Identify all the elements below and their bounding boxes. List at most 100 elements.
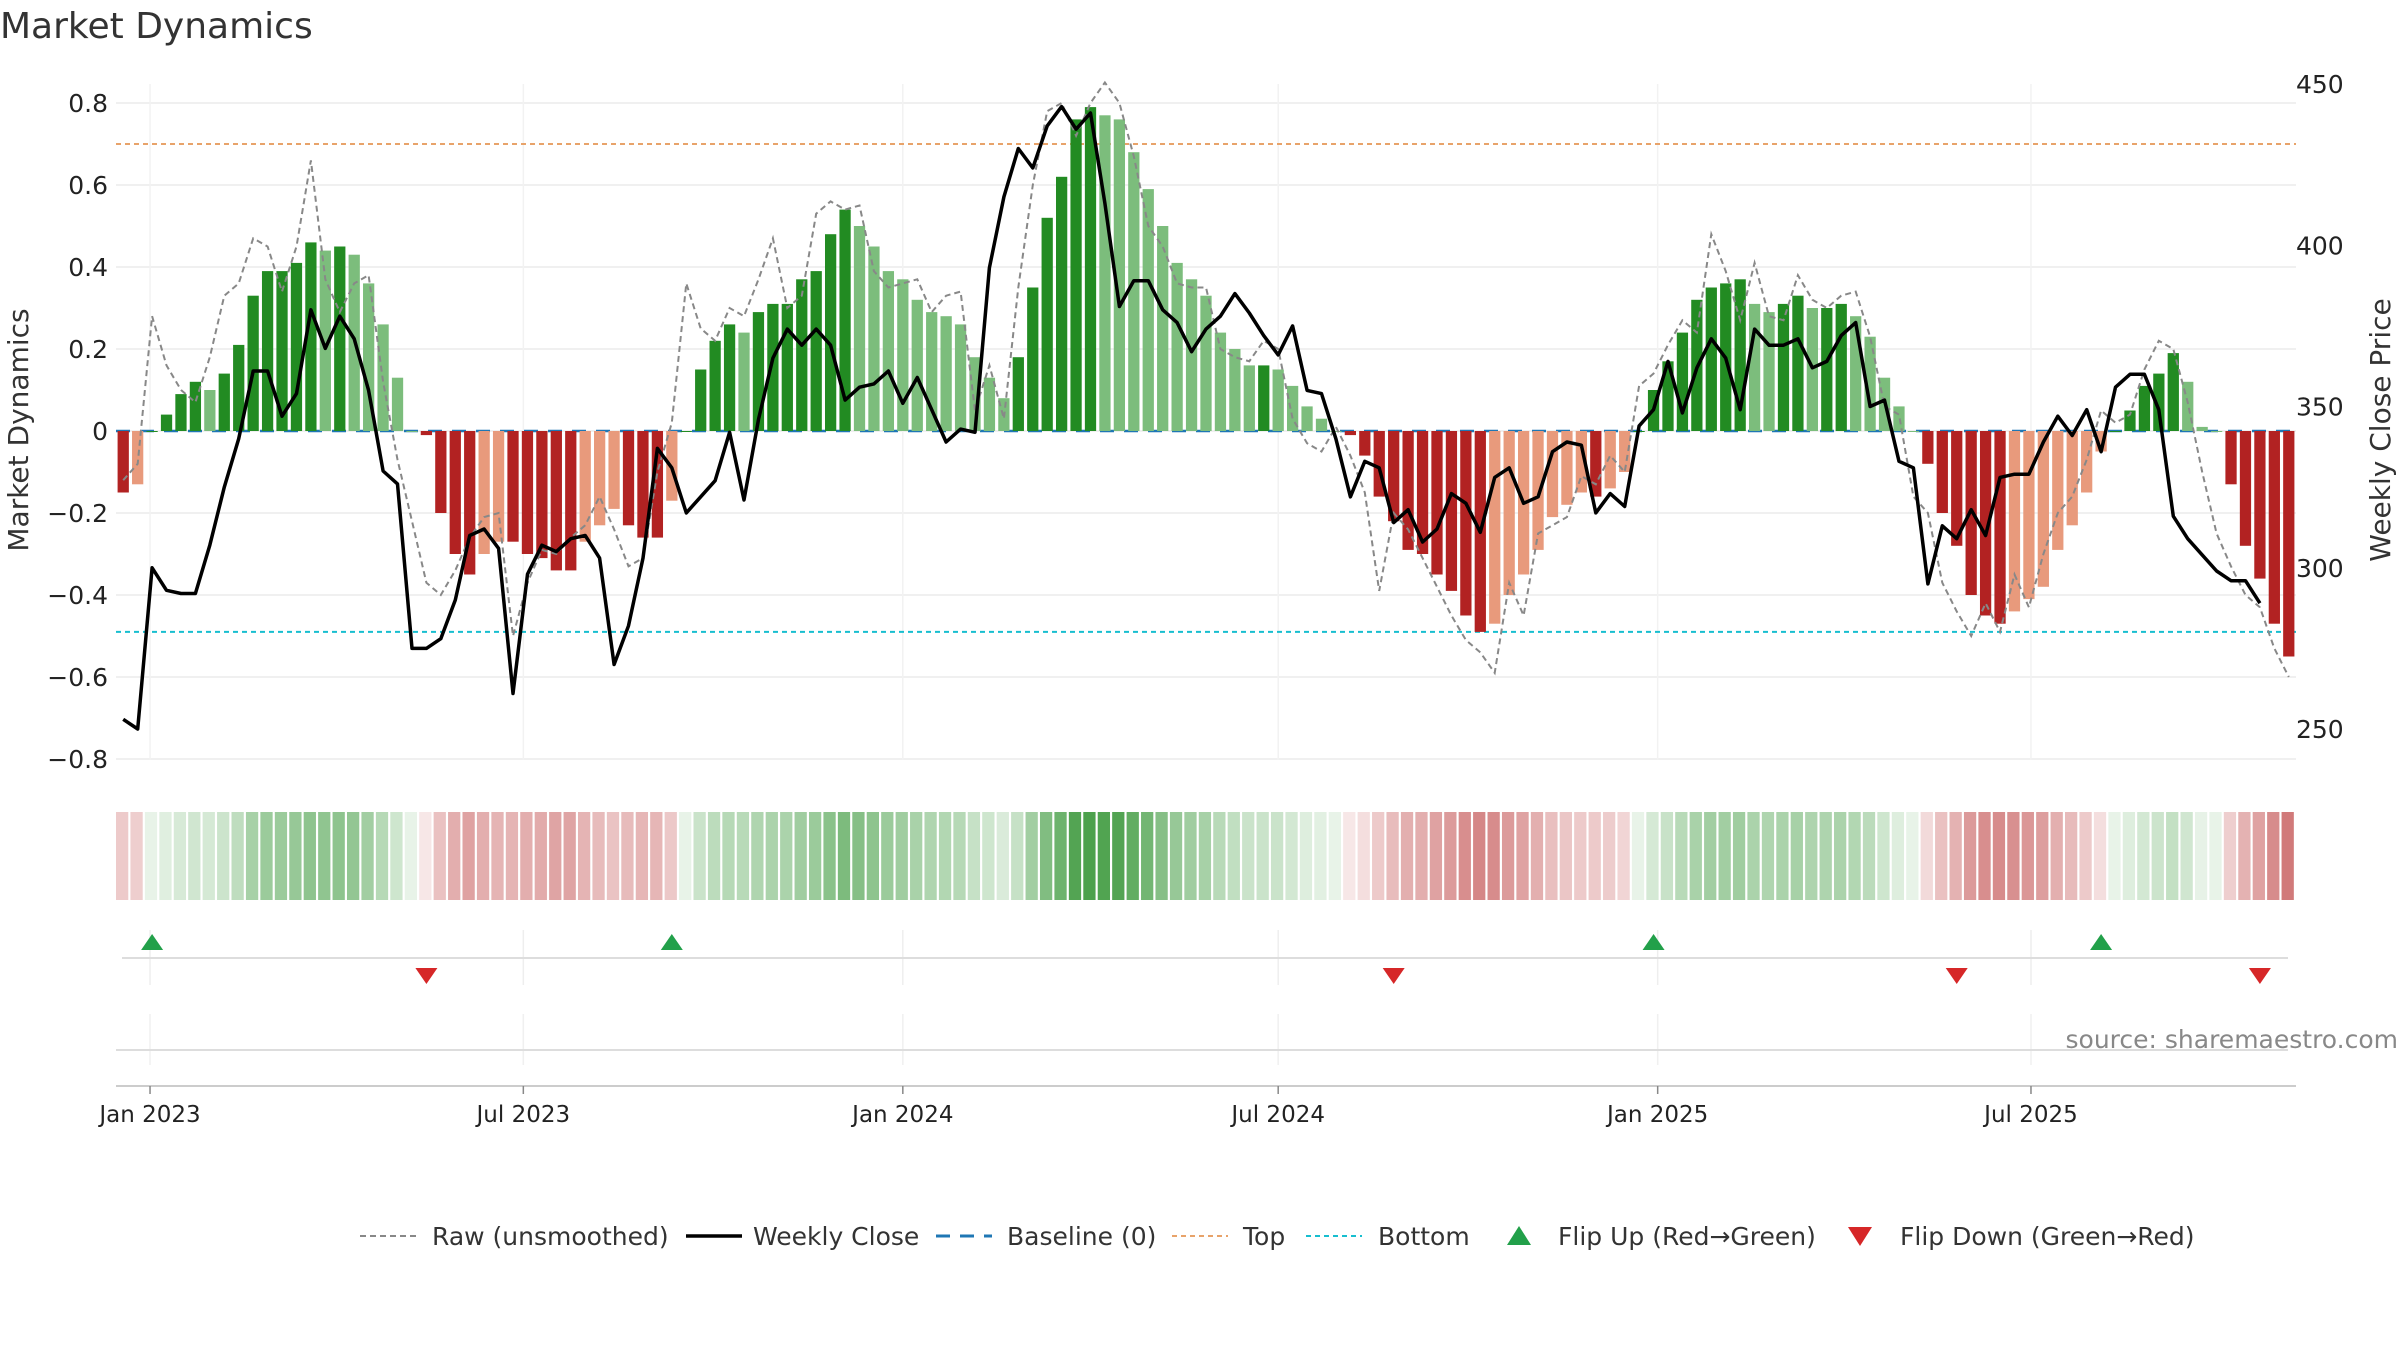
dynamics-bar (1012, 357, 1024, 431)
dynamics-bar (1070, 119, 1082, 432)
heat-strip-cell (1862, 812, 1876, 900)
dynamics-bar (2052, 431, 2064, 550)
legend-label: Flip Up (Red→Green) (1558, 1222, 1816, 1251)
heat-strip-cell (2093, 812, 2107, 900)
regime-heat-strip (116, 812, 2294, 900)
dynamics-bar (2268, 431, 2280, 624)
heat-strip-cell (1689, 812, 1702, 900)
dynamics-bar (2037, 431, 2049, 587)
flip-down-marker (1382, 968, 1405, 984)
dynamics-bar (204, 390, 216, 431)
dynamics-bar (1200, 295, 1212, 431)
heat-strip-cell (2021, 812, 2034, 900)
dynamics-bar (1604, 431, 1616, 489)
y-right-tick-label: 400 (2296, 231, 2344, 260)
y-axis-left-label: Market Dynamics (2, 308, 35, 551)
close-line-group (122, 104, 2262, 731)
x-tick-label: Jan 2024 (850, 1102, 953, 1128)
weekly-close-line (122, 104, 2262, 731)
heat-strip-cell (1819, 812, 1832, 900)
dynamics-bar (810, 271, 822, 431)
dynamics-bar (305, 242, 317, 431)
heat-strip-cell (231, 812, 244, 900)
dynamics-bar (2066, 431, 2078, 526)
heat-strip-cell (1285, 812, 1298, 900)
heat-strip-cell (1545, 812, 1558, 900)
heat-strip-cell (1790, 812, 1803, 900)
heat-strip-cell (1761, 812, 1775, 900)
dynamics-bar (709, 340, 721, 431)
heat-strip-cell (2281, 812, 2294, 900)
heat-strip-cell (650, 812, 663, 900)
heat-strip-cell (1083, 812, 1096, 900)
heat-strip-cell (1169, 812, 1183, 900)
heat-strip-cell (2267, 812, 2280, 900)
heat-strip-cell (679, 812, 692, 900)
dynamics-bar (1979, 431, 1992, 616)
lower-empty-panel (116, 1014, 2296, 1087)
y-right-tick-label: 350 (2296, 393, 2344, 422)
x-tick-label: Jan 2025 (1605, 1102, 1708, 1128)
heat-strip-cell (549, 812, 562, 900)
heat-strip-cell (1126, 812, 1139, 900)
dynamics-bar (2225, 431, 2237, 485)
y-left-tick-label: 0.6 (68, 171, 108, 200)
dynamics-bar (1402, 431, 1414, 550)
heat-strip-cell (2223, 812, 2237, 900)
heat-strip-cell (1068, 812, 1082, 900)
dynamics-bar (435, 431, 447, 513)
heat-strip-cell (116, 812, 129, 900)
dynamics-bar (1243, 365, 1255, 431)
dynamics-bar (954, 324, 967, 431)
heat-strip-cell (1920, 812, 1933, 900)
x-tick-label: Jan 2023 (97, 1102, 200, 1128)
heat-strip-cell (1112, 812, 1125, 900)
dynamics-bar (1388, 431, 1400, 522)
heat-strip-cell (1704, 812, 1717, 900)
heat-strip-cell (794, 812, 807, 900)
heat-strip-cell (332, 812, 345, 900)
y-left-tick-label: 0.4 (68, 253, 108, 282)
x-tick-label: Jul 2024 (1229, 1102, 1325, 1128)
heat-strip-cell (577, 812, 591, 900)
dynamics-bar (1416, 431, 1429, 554)
dynamics-bar (1864, 336, 1876, 431)
heat-strip-cell (1155, 812, 1168, 900)
heat-strip-cell (1906, 812, 1919, 900)
dynamics-bar (449, 431, 461, 554)
dynamics-bar (1590, 431, 1602, 497)
heat-strip-cell (2151, 812, 2164, 900)
dynamics-bar (2023, 431, 2035, 600)
heat-strip-cell (2108, 812, 2121, 900)
dynamics-bar (1575, 431, 1587, 493)
dynamics-bar (276, 271, 288, 431)
dynamics-bar (1922, 431, 1934, 464)
heat-strip-cell (202, 812, 215, 900)
dynamics-bar (2095, 431, 2107, 452)
heat-strip-cell (1343, 812, 1356, 900)
heat-strip-cell (967, 812, 981, 900)
flip-up-marker (2090, 934, 2113, 950)
flip-down-marker (2248, 968, 2271, 984)
heat-strip-cell (1473, 812, 1486, 900)
dynamics-bar (2210, 431, 2223, 432)
heat-strip-cell (693, 812, 706, 900)
y-axis-right: 450 400 350 300 250 (2296, 70, 2344, 744)
heat-strip-cell (433, 812, 446, 900)
heat-strip-cell (1675, 812, 1688, 900)
dynamics-bar (2138, 385, 2151, 431)
heat-strip-cell (2238, 812, 2251, 900)
heat-strip-cell (982, 812, 995, 900)
heat-strip-cell (1559, 812, 1572, 900)
heat-strip-cell (303, 812, 316, 900)
y-axis-left: 0.8 0.6 0.4 0.2 0 −0.2 −0.4 −0.6 −0.8 (47, 89, 108, 774)
dynamics-bar (1662, 361, 1674, 431)
dynamics-bar (839, 209, 851, 431)
heat-strip-cell (361, 812, 374, 900)
heat-strip-cell (2122, 812, 2136, 900)
legend-swatch (1848, 1227, 1872, 1246)
dynamics-bar (1994, 431, 2006, 624)
legend-label: Bottom (1378, 1222, 1470, 1251)
dynamics-bar (1532, 431, 1544, 550)
heat-strip-cell (2036, 812, 2049, 900)
